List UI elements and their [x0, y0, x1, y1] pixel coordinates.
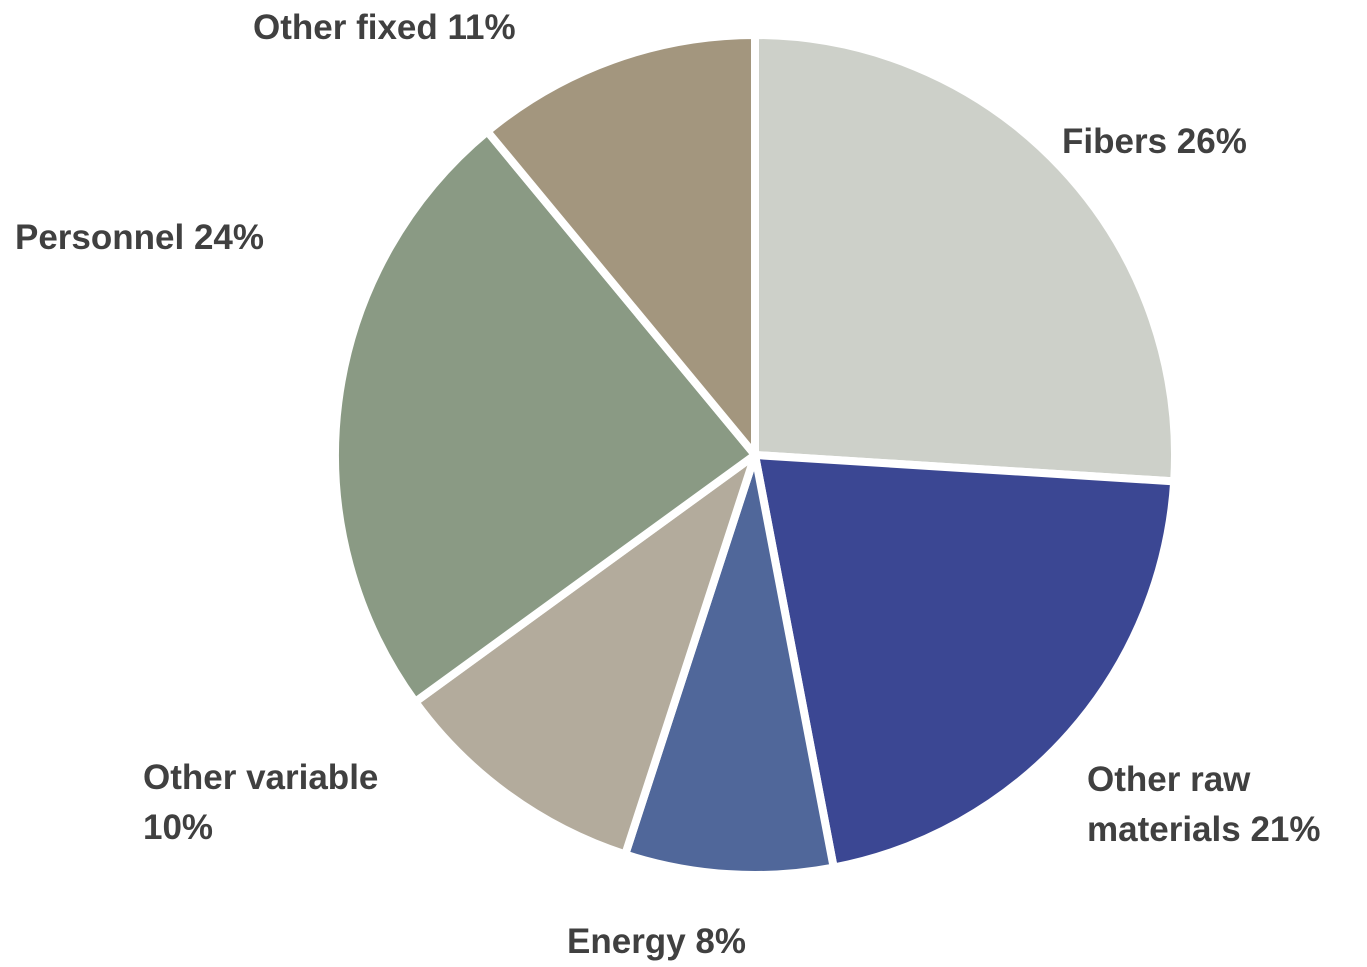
category-name: Fibers [1062, 122, 1168, 161]
slice-label: Energy 8% [567, 917, 867, 967]
pie-slice [483, 31, 759, 459]
value-label: 10% [143, 808, 214, 847]
category-name: Energy [567, 922, 686, 961]
category-name: Other variable [143, 758, 379, 797]
value-label: 26% [1176, 122, 1247, 161]
pie-slice [751, 31, 1179, 486]
pie-slice [751, 451, 1179, 872]
value-label: 8% [695, 922, 746, 961]
slice-label: Other fixed 11% [253, 3, 593, 53]
value-label: 21% [1250, 810, 1321, 849]
pie-slice [621, 451, 838, 879]
category-name: Other fixed [253, 8, 438, 47]
value-label: 24% [193, 218, 265, 257]
slice-label: Personnel 24% [15, 213, 345, 263]
category-name: Other raw materials [1087, 760, 1251, 849]
slice-label: Other variable 10% [143, 753, 403, 853]
value-label: 11% [447, 8, 516, 47]
slice-label: Fibers 26% [1062, 117, 1362, 167]
pie-slice [411, 451, 759, 859]
slice-label: Other raw materials 21% [1087, 755, 1367, 855]
pie-slice [331, 127, 759, 706]
category-name: Personnel [15, 218, 185, 257]
